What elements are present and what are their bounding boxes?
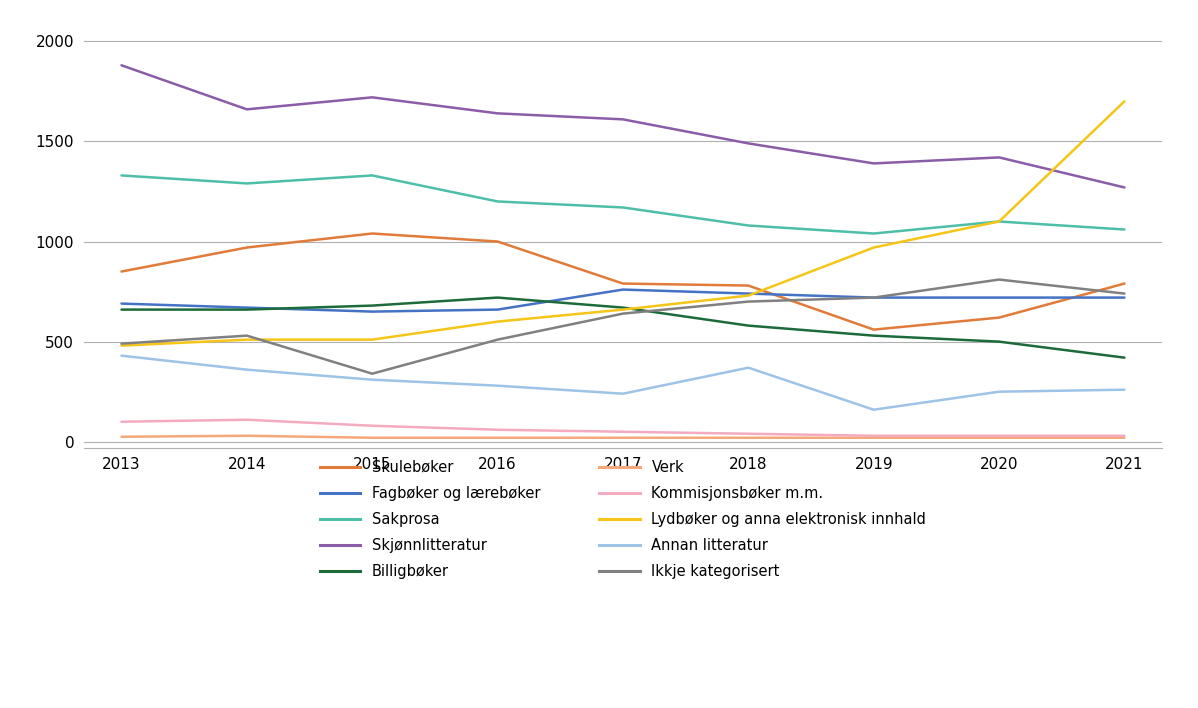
Legend: Skulebøker, Fagbøker og lærebøker, Sakprosa, Skjønnlitteratur, Billigbøker, Verk: Skulebøker, Fagbøker og lærebøker, Sakpr… — [320, 460, 926, 578]
